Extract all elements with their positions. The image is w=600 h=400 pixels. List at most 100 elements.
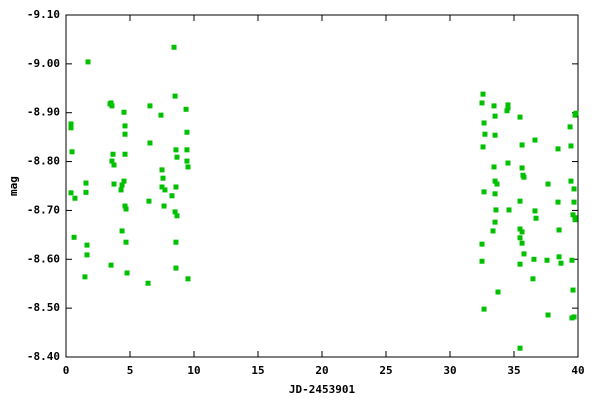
data-point [490, 228, 496, 234]
data-point [479, 100, 485, 106]
data-point [119, 182, 125, 188]
y-tick-label: -8.40 [27, 350, 60, 363]
data-point [571, 186, 577, 192]
data-point [145, 280, 151, 286]
data-point [492, 219, 498, 225]
data-point [517, 226, 523, 232]
data-point [545, 312, 551, 318]
data-point [122, 203, 128, 209]
data-point [108, 262, 114, 268]
y-tick-label: -8.70 [27, 203, 60, 216]
data-point [169, 193, 175, 199]
data-point [174, 154, 180, 160]
data-point [480, 91, 486, 97]
data-point [517, 235, 523, 241]
data-point [517, 345, 523, 351]
data-point [494, 181, 500, 187]
data-point [479, 241, 485, 247]
plot-frame [65, 14, 579, 358]
data-point [162, 187, 168, 193]
y-tick-label: -9.10 [27, 8, 60, 21]
data-point [519, 229, 525, 235]
data-point [492, 132, 498, 138]
data-point [68, 125, 74, 131]
data-point [481, 120, 487, 126]
data-point [84, 242, 90, 248]
data-point [556, 227, 562, 233]
data-point [71, 234, 77, 240]
data-point [185, 164, 191, 170]
data-point [506, 207, 512, 213]
data-point [568, 143, 574, 149]
data-point [83, 189, 89, 195]
data-point [491, 103, 497, 109]
data-point [493, 207, 499, 213]
data-point [504, 108, 510, 114]
data-point [481, 306, 487, 312]
data-point [84, 252, 90, 258]
data-point [82, 274, 88, 280]
data-point [505, 105, 511, 111]
data-point [158, 112, 164, 118]
y-tick-label: -8.80 [27, 155, 60, 168]
data-point [544, 257, 550, 263]
data-point [480, 144, 486, 150]
data-point [519, 240, 525, 246]
data-point [555, 146, 561, 152]
data-point [482, 131, 488, 137]
data-point [492, 113, 498, 119]
data-point [121, 178, 127, 184]
y-tick-label: -8.90 [27, 106, 60, 119]
data-point [479, 258, 485, 264]
data-point [159, 167, 165, 173]
data-point [184, 129, 190, 135]
data-point [505, 160, 511, 166]
data-point [146, 198, 152, 204]
data-point [118, 187, 124, 193]
y-tick-label: -8.60 [27, 252, 60, 265]
data-point [110, 151, 116, 157]
data-point [185, 276, 191, 282]
y-tick-label: -9.00 [27, 57, 60, 70]
data-point [173, 184, 179, 190]
data-point [569, 257, 575, 263]
x-tick-label: 15 [251, 364, 264, 377]
data-point [122, 131, 128, 137]
data-point [517, 114, 523, 120]
data-point [172, 93, 178, 99]
x-tick-label: 35 [507, 364, 520, 377]
data-point [122, 151, 128, 157]
x-tick-label: 10 [187, 364, 200, 377]
data-point [571, 314, 577, 320]
data-point [533, 215, 539, 221]
data-point [558, 260, 564, 266]
data-point [481, 189, 487, 195]
data-point [109, 103, 115, 109]
data-point [159, 184, 165, 190]
data-point [68, 190, 74, 196]
data-point [491, 164, 497, 170]
data-point [161, 203, 167, 209]
data-point [517, 198, 523, 204]
data-point [69, 149, 75, 155]
data-point [492, 191, 498, 197]
data-point [571, 199, 577, 205]
data-point [555, 199, 561, 205]
data-point [519, 142, 525, 148]
data-point [109, 158, 115, 164]
data-point [568, 178, 574, 184]
data-point [570, 212, 576, 218]
x-axis-label: JD-2453901 [289, 383, 356, 396]
data-point [517, 261, 523, 267]
data-point [172, 209, 178, 215]
data-point [531, 256, 537, 262]
data-point [121, 109, 127, 115]
data-point [495, 289, 501, 295]
data-point [123, 206, 129, 212]
data-point [521, 251, 527, 257]
data-point [160, 175, 166, 181]
data-point [567, 124, 573, 130]
data-point [108, 100, 114, 106]
y-axis-label: mag [7, 176, 20, 196]
data-point [174, 213, 180, 219]
